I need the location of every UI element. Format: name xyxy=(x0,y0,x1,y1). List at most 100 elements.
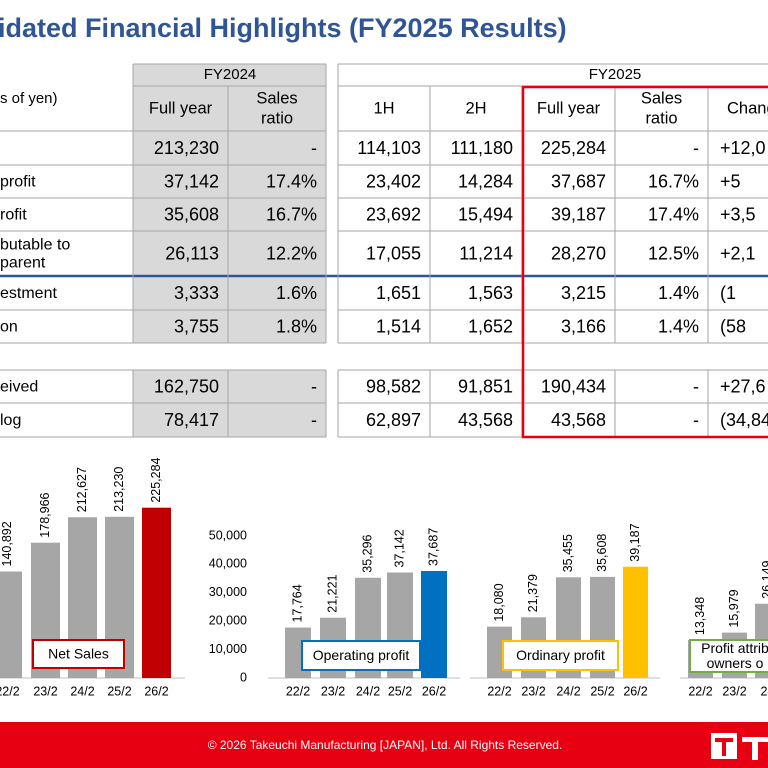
y-tick-label: 0 xyxy=(240,670,247,684)
cell: 1,563 xyxy=(468,283,513,303)
footer-band xyxy=(0,722,768,768)
copyright: © 2026 Takeuchi Manufacturing [JAPAN], L… xyxy=(208,738,563,752)
cell: - xyxy=(311,376,317,396)
chart-label: Ordinary profit xyxy=(516,647,605,663)
cell: 98,582 xyxy=(366,376,421,396)
value-label: 26,149 xyxy=(760,560,768,598)
group-header: FY2024 xyxy=(204,66,257,83)
value-label: 212,627 xyxy=(75,467,89,512)
cell: 62,897 xyxy=(366,410,421,430)
x-tick-label: 25/2 xyxy=(388,684,412,698)
chart-label: Operating profit xyxy=(313,647,410,663)
cell: 12.2% xyxy=(266,243,317,263)
cell: (58 xyxy=(720,316,746,336)
value-label: 39,187 xyxy=(628,523,642,561)
highlight-box xyxy=(521,85,768,439)
fy2024-shade xyxy=(133,64,326,343)
cell: 91,851 xyxy=(458,376,513,396)
cell: 23,402 xyxy=(366,171,421,191)
x-tick-label: 26/2 xyxy=(144,684,168,698)
x-tick-label: 24/2 xyxy=(356,684,380,698)
cell: 17,055 xyxy=(366,243,421,263)
cell: 1.4% xyxy=(658,283,699,303)
cell: 35,608 xyxy=(164,204,219,224)
cell: 26,113 xyxy=(165,243,219,263)
x-tick-label: 24 xyxy=(761,684,768,698)
cell: 14,284 xyxy=(458,171,513,191)
cell: 37,142 xyxy=(164,171,219,191)
value-label: 225,284 xyxy=(149,457,163,502)
cell: - xyxy=(693,376,699,396)
value-label: 35,455 xyxy=(561,534,575,572)
value-label: 178,966 xyxy=(38,492,52,537)
cell: 12.5% xyxy=(648,243,699,263)
x-tick-label: 22/2 xyxy=(487,684,511,698)
x-tick-label: 26/2 xyxy=(623,684,647,698)
value-label: 213,230 xyxy=(112,467,126,512)
column-header: 2H xyxy=(465,99,486,117)
column-header: Sales xyxy=(256,89,297,107)
cell: 43,568 xyxy=(551,410,606,430)
cell: 23,692 xyxy=(366,204,421,224)
cell: 3,333 xyxy=(174,283,219,303)
row-label: rofit xyxy=(0,207,27,224)
value-label: 140,892 xyxy=(0,521,14,566)
x-tick-label: 22/2 xyxy=(0,684,20,698)
value-label: 35,608 xyxy=(595,534,609,572)
value-label: 17,764 xyxy=(290,584,304,622)
cell: - xyxy=(693,410,699,430)
x-tick-label: 23/2 xyxy=(521,684,545,698)
cell: 1.6% xyxy=(276,283,317,303)
x-tick-label: 23/2 xyxy=(321,684,345,698)
chart-label: Net Sales xyxy=(48,646,109,662)
y-tick-label: 40,000 xyxy=(209,557,247,571)
row-label: parent xyxy=(0,255,46,272)
group-header: FY2025 xyxy=(589,66,642,83)
cell: - xyxy=(311,410,317,430)
y-tick-label: 20,000 xyxy=(209,613,247,627)
unit-label: s of yen) xyxy=(0,90,58,107)
column-header: Full year xyxy=(149,99,213,117)
cell: 16.7% xyxy=(266,204,317,224)
cell: 39,187 xyxy=(551,204,606,224)
value-label: 13,348 xyxy=(693,597,707,635)
cell: - xyxy=(693,138,699,158)
bar xyxy=(421,570,447,678)
column-header: Chang xyxy=(727,99,768,117)
cell: (34,84 xyxy=(720,410,768,430)
column-header: ratio xyxy=(261,109,293,127)
x-tick-label: 24/2 xyxy=(556,684,580,698)
cell: 162,750 xyxy=(154,376,219,396)
cell: 114,103 xyxy=(357,138,421,158)
column-header: ratio xyxy=(645,109,677,127)
cell: 3,166 xyxy=(561,316,606,336)
cell: 1,514 xyxy=(376,316,421,336)
cell: 78,417 xyxy=(164,410,219,430)
cell: +2,1 xyxy=(720,243,756,263)
cell: 1.4% xyxy=(658,316,699,336)
cell: +27,6 xyxy=(720,376,766,396)
cell: 16.7% xyxy=(648,171,699,191)
x-tick-label: 22/2 xyxy=(286,684,310,698)
column-header: Sales xyxy=(641,89,682,107)
x-tick-label: 25/2 xyxy=(590,684,614,698)
row-label: log xyxy=(0,412,21,429)
x-tick-label: 23/2 xyxy=(33,684,57,698)
cell: 37,687 xyxy=(551,171,606,191)
column-header: Full year xyxy=(537,99,601,117)
value-label: 37,142 xyxy=(392,529,406,567)
chart-label-box xyxy=(689,639,768,673)
cell: (1 xyxy=(720,283,736,303)
cell: 28,270 xyxy=(551,243,606,263)
cell: 225,284 xyxy=(541,138,606,158)
cell: +3,5 xyxy=(720,204,756,224)
bar xyxy=(0,571,22,678)
value-label: 35,296 xyxy=(360,534,374,572)
cell: 43,568 xyxy=(458,410,513,430)
value-label: 15,979 xyxy=(727,589,741,627)
row-label: butable to xyxy=(0,237,70,254)
cell: 3,755 xyxy=(174,316,219,336)
column-header: 1H xyxy=(373,99,394,117)
